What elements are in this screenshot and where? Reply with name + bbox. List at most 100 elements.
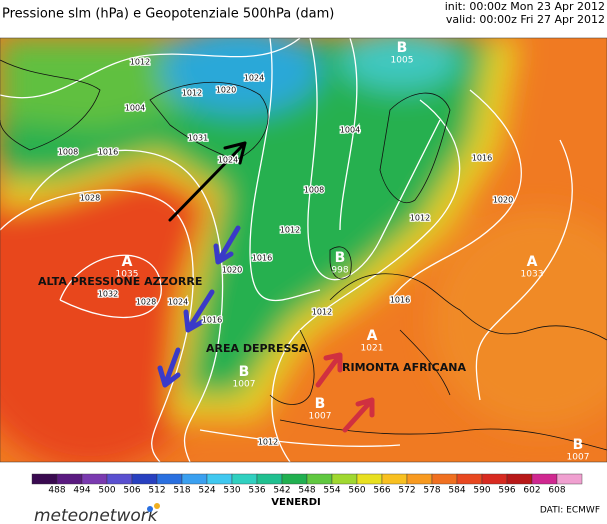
isobar-label: 1016 xyxy=(472,154,492,163)
isobar-label: 1024 xyxy=(244,74,264,83)
isobar-label: 1016 xyxy=(98,148,118,157)
isobar-label: 1028 xyxy=(80,194,100,203)
colorbar-swatch xyxy=(356,473,383,485)
colorbar-swatch xyxy=(81,473,108,485)
colorbar-swatch xyxy=(306,473,333,485)
colorbar-swatch xyxy=(31,473,58,485)
center-value: 1035 xyxy=(116,270,139,280)
colorbar-swatch xyxy=(481,473,508,485)
colorbar-tick-label: 536 xyxy=(248,486,265,496)
colorbar-swatch xyxy=(181,473,208,485)
map-frame xyxy=(0,37,607,463)
colorbar-tick-label: 578 xyxy=(423,486,440,496)
center-letter: B xyxy=(573,437,584,453)
logo-dot xyxy=(147,506,153,512)
center-letter: A xyxy=(122,254,133,270)
day-label: VENERDI xyxy=(271,497,321,508)
isobar-label: 1031 xyxy=(188,134,208,143)
colorbar-swatch xyxy=(106,473,133,485)
center-value: 1007 xyxy=(233,380,256,390)
center-value: 1005 xyxy=(391,56,414,66)
colorbar-swatch xyxy=(381,473,408,485)
isobar-label: 1016 xyxy=(390,296,410,305)
center-value: 1007 xyxy=(309,412,332,422)
colorbar-swatch xyxy=(281,473,308,485)
colorbar-tick-label: 566 xyxy=(373,486,390,496)
center-value: 1021 xyxy=(361,344,384,354)
isobar-label: 1008 xyxy=(58,148,78,157)
colorbar-swatch xyxy=(406,473,433,485)
arrows xyxy=(157,141,375,433)
colorbar-swatch xyxy=(431,473,458,485)
center-value: 1007 xyxy=(567,453,590,463)
colorbar-swatch xyxy=(206,473,233,485)
center-letter: A xyxy=(527,254,538,270)
annotation: RIMONTA AFRICANA xyxy=(342,361,466,374)
isobar-label: 1012 xyxy=(130,58,150,67)
colorbar-tick-label: 512 xyxy=(148,486,165,496)
field xyxy=(0,38,607,462)
colorbar-swatch xyxy=(331,473,358,485)
colorbar-tick-label: 560 xyxy=(348,486,365,496)
colorbar-tick-label: 488 xyxy=(48,486,65,496)
isobar-label: 1012 xyxy=(182,89,202,98)
colorbar-swatch xyxy=(506,473,533,485)
isobar-label: 1016 xyxy=(252,254,272,263)
isobar-label: 1012 xyxy=(312,308,332,317)
colorbar-swatch xyxy=(231,473,258,485)
center-letter: B xyxy=(335,250,346,266)
isobar-label: 1012 xyxy=(280,226,300,235)
center-value: 1033 xyxy=(521,270,544,280)
colorbar-swatch xyxy=(56,473,83,485)
logo-dot xyxy=(154,503,160,509)
colorbar-tick-label: 518 xyxy=(173,486,190,496)
title: Pressione slm (hPa) e Geopotenziale 500h… xyxy=(2,7,334,22)
colorbar-tick-label: 608 xyxy=(548,486,565,496)
colorbar-swatch xyxy=(456,473,483,485)
colorbar-tick-label: 494 xyxy=(73,486,90,496)
isobar-label: 1024 xyxy=(168,298,188,307)
isobar-label: 1020 xyxy=(493,196,513,205)
colorbar-swatch xyxy=(556,473,583,485)
colorbar-swatch xyxy=(131,473,158,485)
annotation: ALTA PRESSIONE AZZORRE xyxy=(38,275,202,288)
init-time: init: 00:00z Mon 23 Apr 2012 xyxy=(445,0,605,13)
isobar-label: 1028 xyxy=(136,298,156,307)
isobar-label: 1020 xyxy=(216,86,236,95)
colorbar-tick-label: 524 xyxy=(198,486,215,496)
colorbar-tick-label: 542 xyxy=(273,486,290,496)
annotation: AREA DEPRESSA xyxy=(206,342,308,355)
isobar-label: 1012 xyxy=(410,214,430,223)
colorbar-tick-label: 500 xyxy=(98,486,115,496)
isobar-label: 1032 xyxy=(98,290,118,299)
center-letter: A xyxy=(367,328,378,344)
valid-time: valid: 00:00z Fri 27 Apr 2012 xyxy=(446,13,605,26)
colorbar-tick-label: 590 xyxy=(473,486,490,496)
colorbar-tick-label: 530 xyxy=(223,486,240,496)
isobar-label: 1016 xyxy=(202,316,222,325)
colorbar-tick-label: 584 xyxy=(448,486,465,496)
colorbar-tick-label: 572 xyxy=(398,486,415,496)
colorbar-tick-label: 596 xyxy=(498,486,515,496)
isobar-label: 1008 xyxy=(304,186,324,195)
isobar-label: 1004 xyxy=(340,126,360,135)
colorbar-tick-label: 554 xyxy=(323,486,340,496)
center-value: 998 xyxy=(331,266,348,276)
isobar-label: 1024 xyxy=(218,156,238,165)
center-letter: B xyxy=(315,396,326,412)
center-letter: B xyxy=(239,364,250,380)
colorbar-swatch xyxy=(256,473,283,485)
center-letter: B xyxy=(397,40,408,56)
colorbar-tick-label: 506 xyxy=(123,486,140,496)
colorbar-tick-label: 602 xyxy=(523,486,540,496)
isobar-label: 1012 xyxy=(258,438,278,447)
isobars xyxy=(0,38,573,462)
brand: meteonetwork xyxy=(34,506,159,524)
colorbar-tick-label: 548 xyxy=(298,486,315,496)
isobar-label: 1020 xyxy=(222,266,242,275)
colorbar-swatch xyxy=(156,473,183,485)
isobar-label: 1004 xyxy=(125,104,145,113)
colorbar-swatch xyxy=(531,473,558,485)
